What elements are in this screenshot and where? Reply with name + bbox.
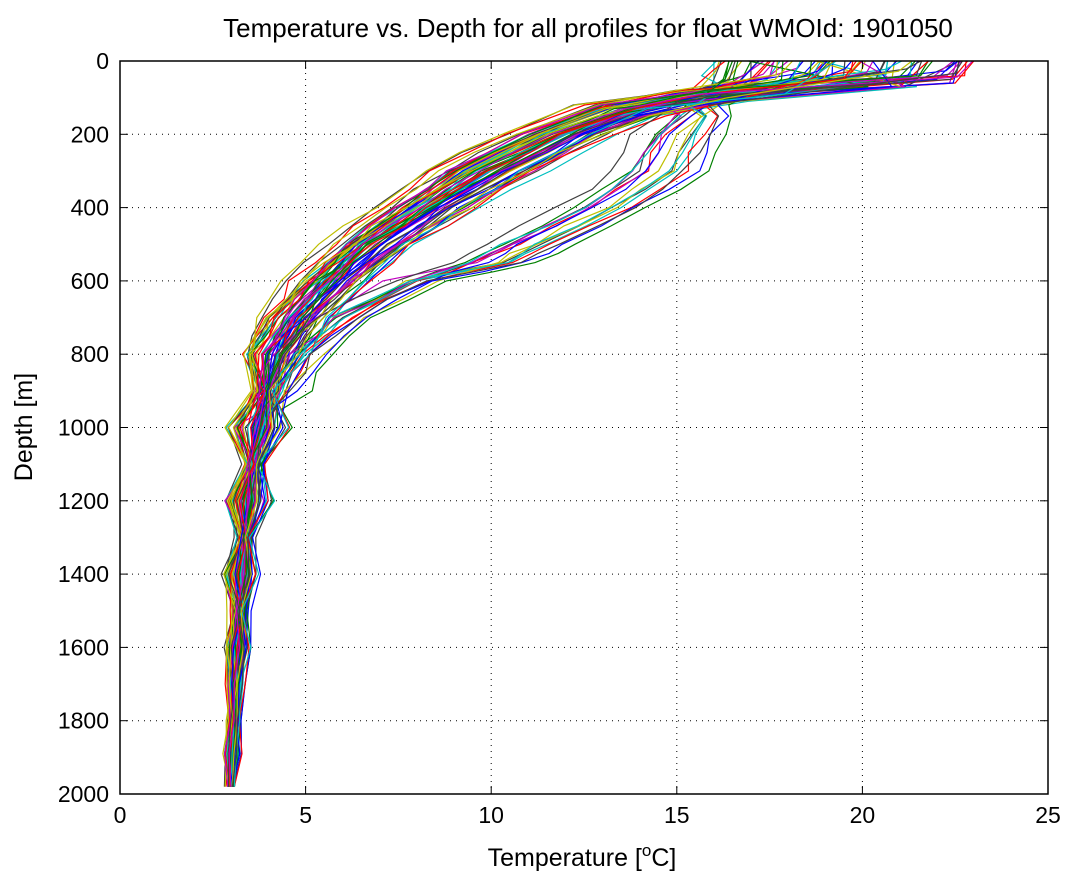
profile-line (226, 60, 961, 787)
profile-line (229, 60, 893, 787)
x-tick-label: 10 (478, 802, 504, 828)
gridlines (120, 61, 1048, 794)
profile-line (223, 60, 962, 787)
profile-line (229, 60, 929, 787)
x-axis-label-end: C] (651, 844, 676, 872)
profile-line (230, 60, 826, 787)
y-tick-label: 0 (96, 48, 109, 74)
profile-line (233, 60, 804, 787)
profile-line (228, 60, 896, 787)
profile-line (230, 60, 889, 787)
chart-title: Temperature vs. Depth for all profiles f… (223, 13, 953, 43)
profile-line (232, 60, 917, 787)
profile-line (231, 60, 913, 787)
profile-line (231, 60, 916, 787)
profile-line (226, 60, 903, 787)
profile-line (229, 60, 958, 787)
x-tick-label: 5 (299, 802, 312, 828)
y-tick-label: 1600 (58, 634, 109, 660)
profile-line (222, 60, 778, 787)
profile-line (233, 60, 837, 787)
profile-line (230, 60, 956, 787)
x-tick-label: 15 (664, 802, 690, 828)
profile-line (230, 60, 863, 787)
x-tick-label: 25 (1035, 802, 1061, 828)
y-axis-label: Depth [m] (10, 373, 38, 481)
profile-line (230, 60, 802, 787)
x-tick-label: 20 (850, 802, 876, 828)
profile-line (232, 60, 933, 787)
profile-line (227, 60, 861, 787)
y-tick-label: 400 (71, 195, 109, 221)
profile-line (229, 60, 969, 787)
profile-line (231, 60, 960, 787)
y-tick-label: 1400 (58, 561, 109, 587)
profile-line (231, 60, 760, 787)
profile-line (232, 60, 885, 787)
profile-line (224, 60, 954, 787)
profile-line (227, 60, 898, 787)
x-tick-label: 0 (114, 802, 127, 828)
profile-line (227, 60, 963, 787)
y-tick-label: 1800 (58, 708, 109, 734)
x-axis-label: Temperature [oC] (488, 841, 677, 872)
y-tick-label: 1000 (58, 415, 109, 441)
profile-line (231, 60, 730, 787)
profile-lines (220, 60, 975, 787)
profile-line (232, 60, 886, 787)
profile-line (230, 60, 919, 787)
profile-line (231, 60, 921, 787)
profile-line (233, 60, 784, 787)
profile-line (230, 60, 902, 787)
profile-line (224, 60, 866, 787)
profile-line (230, 60, 960, 787)
x-axis-label-main: Temperature [ (488, 844, 642, 872)
profile-line (229, 60, 804, 787)
profile-line (233, 60, 835, 787)
profile-line (228, 60, 888, 787)
profile-line (224, 60, 923, 787)
profile-line (232, 60, 959, 787)
profile-line (230, 60, 906, 787)
profile-line (223, 60, 869, 787)
profile-line (223, 60, 825, 787)
y-tick-label: 600 (71, 268, 109, 294)
profile-line (232, 60, 863, 787)
x-axis-label-sup: o (642, 841, 651, 860)
profile-line (228, 60, 974, 787)
profile-line (224, 60, 967, 787)
profile-line (233, 60, 853, 787)
profile-line (224, 60, 913, 787)
axis-ticks: 0 5 10 15 20 25 0 200 400 600 800 1000 1200 1400 1600 1… (58, 48, 1061, 828)
y-tick-label: 2000 (58, 781, 109, 807)
y-tick-label: 1200 (58, 488, 109, 514)
profile-line (230, 60, 929, 787)
y-tick-label: 200 (71, 121, 109, 147)
y-tick-label: 800 (71, 341, 109, 367)
profile-line (228, 60, 857, 787)
profile-line (227, 60, 833, 787)
